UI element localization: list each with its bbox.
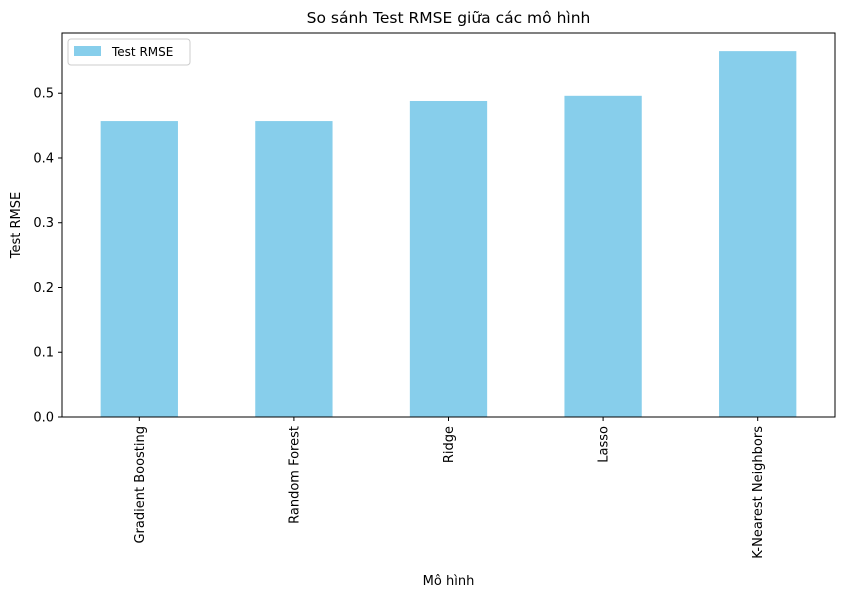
bar [564, 95, 642, 417]
bar [255, 121, 333, 417]
legend-box [67, 38, 191, 66]
y-tick-label: 0.4 [33, 151, 54, 166]
bars-group [100, 51, 797, 418]
x-tick-label: K-Nearest Neighbors [751, 426, 766, 559]
legend-label: Test RMSE [111, 45, 173, 59]
x-axis-ticks: Gradient Boosting Random Forest Ridge Lasso… [133, 417, 766, 559]
y-axis-ticks: 0.0 0.1 0.2 0.3 0.4 0.5 [33, 87, 62, 426]
x-tick-label: Random Forest [287, 426, 302, 524]
x-tick-label: Lasso [597, 426, 612, 463]
legend: Test RMSE [67, 38, 191, 66]
y-tick-label: 0.0 [33, 411, 54, 426]
x-axis-title: Mô hình [423, 574, 475, 589]
y-tick-label: 0.1 [33, 346, 54, 361]
y-tick-label: 0.3 [33, 216, 54, 231]
bar [409, 100, 488, 418]
y-tick-label: 0.5 [33, 87, 54, 102]
y-axis-title: Test RMSE [9, 192, 24, 259]
legend-swatch [74, 46, 101, 56]
chart-title: So sánh Test RMSE giữa các mô hình [307, 9, 591, 27]
bar [719, 51, 797, 417]
y-tick-label: 0.2 [33, 281, 54, 296]
plot-area-frame [61, 32, 836, 418]
x-tick-label: Gradient Boosting [133, 426, 148, 544]
bar [100, 121, 178, 417]
x-tick-label: Ridge [442, 426, 457, 463]
